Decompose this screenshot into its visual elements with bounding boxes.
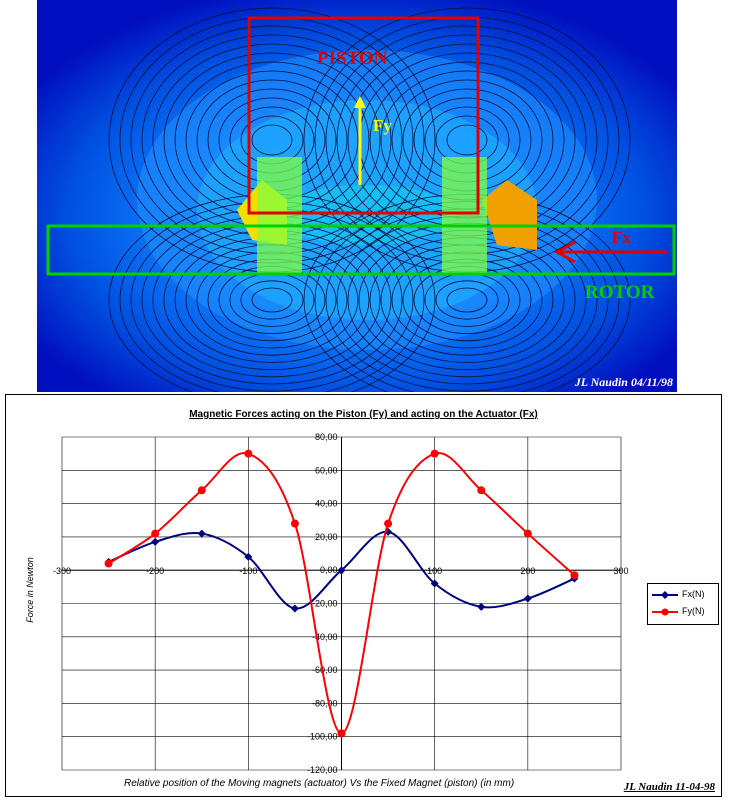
y-tick-label: 60,00 <box>315 465 338 475</box>
fy-data-point <box>337 729 346 738</box>
magnetic-field-plot <box>37 0 677 392</box>
x-tick-label: 200 <box>520 566 535 576</box>
fy-data-point <box>477 486 486 495</box>
chart-title: Magnetic Forces acting on the Piston (Fy… <box>189 409 538 420</box>
y-tick-label: 80,00 <box>315 432 338 442</box>
simulation-credit: JL Naudin 04/11/98 <box>574 375 673 389</box>
fy-data-point <box>104 559 113 568</box>
fx-data-point <box>151 537 160 546</box>
fy-data-point <box>430 449 439 458</box>
fy-label: Fy <box>373 116 392 135</box>
simulation-image: PISTON Fy Fx ROTOR JL Naudin 04/11/98 <box>37 0 677 392</box>
chart-credit: JL Naudin 11-04-98 <box>623 781 715 793</box>
y-tick-label: 40,00 <box>315 499 338 509</box>
fx-data-point <box>244 552 253 561</box>
field-line <box>446 124 488 156</box>
y-tick-label: -40,00 <box>312 632 338 642</box>
fy-data-point <box>244 449 253 458</box>
fy-data-point <box>290 519 299 528</box>
y-tick-label: -100,00 <box>307 732 338 742</box>
chart-panel: Magnetic Forces acting on the Piston (Fy… <box>5 394 722 797</box>
y-axis-label: Force in Newton <box>25 557 35 623</box>
legend-swatch-fx <box>652 591 678 599</box>
fy-data-point <box>384 519 393 528</box>
legend-swatch-fy <box>652 608 678 616</box>
field-line <box>251 287 293 313</box>
fx-data-point <box>523 594 532 603</box>
x-tick-label: 100 <box>427 566 442 576</box>
x-tick-label: -200 <box>146 566 164 576</box>
legend-label-fx: Fx(N) <box>682 589 705 599</box>
field-line <box>435 280 499 320</box>
fy-data-point <box>570 571 579 580</box>
fx-label: Fx <box>612 228 631 247</box>
y-tick-label: 0,00 <box>320 565 338 575</box>
x-tick-label: 300 <box>613 566 628 576</box>
fy-data-point <box>151 529 160 538</box>
y-tick-label: -20,00 <box>312 599 338 609</box>
magnet-left <box>257 157 302 274</box>
y-tick-label: 20,00 <box>315 532 338 542</box>
y-tick-label: -120,00 <box>307 765 338 775</box>
fx-data-point <box>477 602 486 611</box>
rotor-label: ROTOR <box>585 282 655 303</box>
fx-data-point <box>197 529 206 538</box>
fx-data-point <box>430 579 439 588</box>
rotor-frame <box>46 224 676 276</box>
x-tick-label: -100 <box>239 566 257 576</box>
y-tick-label: -60,00 <box>312 665 338 675</box>
fy-data-point <box>197 486 206 495</box>
y-tick-label: -80,00 <box>312 698 338 708</box>
field-line <box>240 280 304 320</box>
fy-arrow-head <box>354 96 366 108</box>
fx-data-point <box>337 566 346 575</box>
piston-frame <box>247 16 480 215</box>
fy-data-point <box>523 529 532 538</box>
field-lines <box>108 7 631 392</box>
fx-arrow-head <box>553 240 576 264</box>
x-axis-label: Relative position of the Moving magnets … <box>124 778 515 789</box>
legend: Fx(N) Fy(N) <box>647 583 719 625</box>
piston-label: PISTON <box>317 48 388 69</box>
field-line <box>251 124 293 156</box>
fx-data-point <box>290 604 299 613</box>
x-tick-label: -300 <box>53 566 71 576</box>
legend-label-fy: Fy(N) <box>682 606 705 616</box>
chart-plot: 80,00 60,00 40,00 20,00 0,00 -20,00 -40,00 -60,… <box>53 432 629 775</box>
hotspot-right <box>482 180 537 250</box>
magnet-right <box>442 157 487 274</box>
field-line <box>446 287 488 313</box>
